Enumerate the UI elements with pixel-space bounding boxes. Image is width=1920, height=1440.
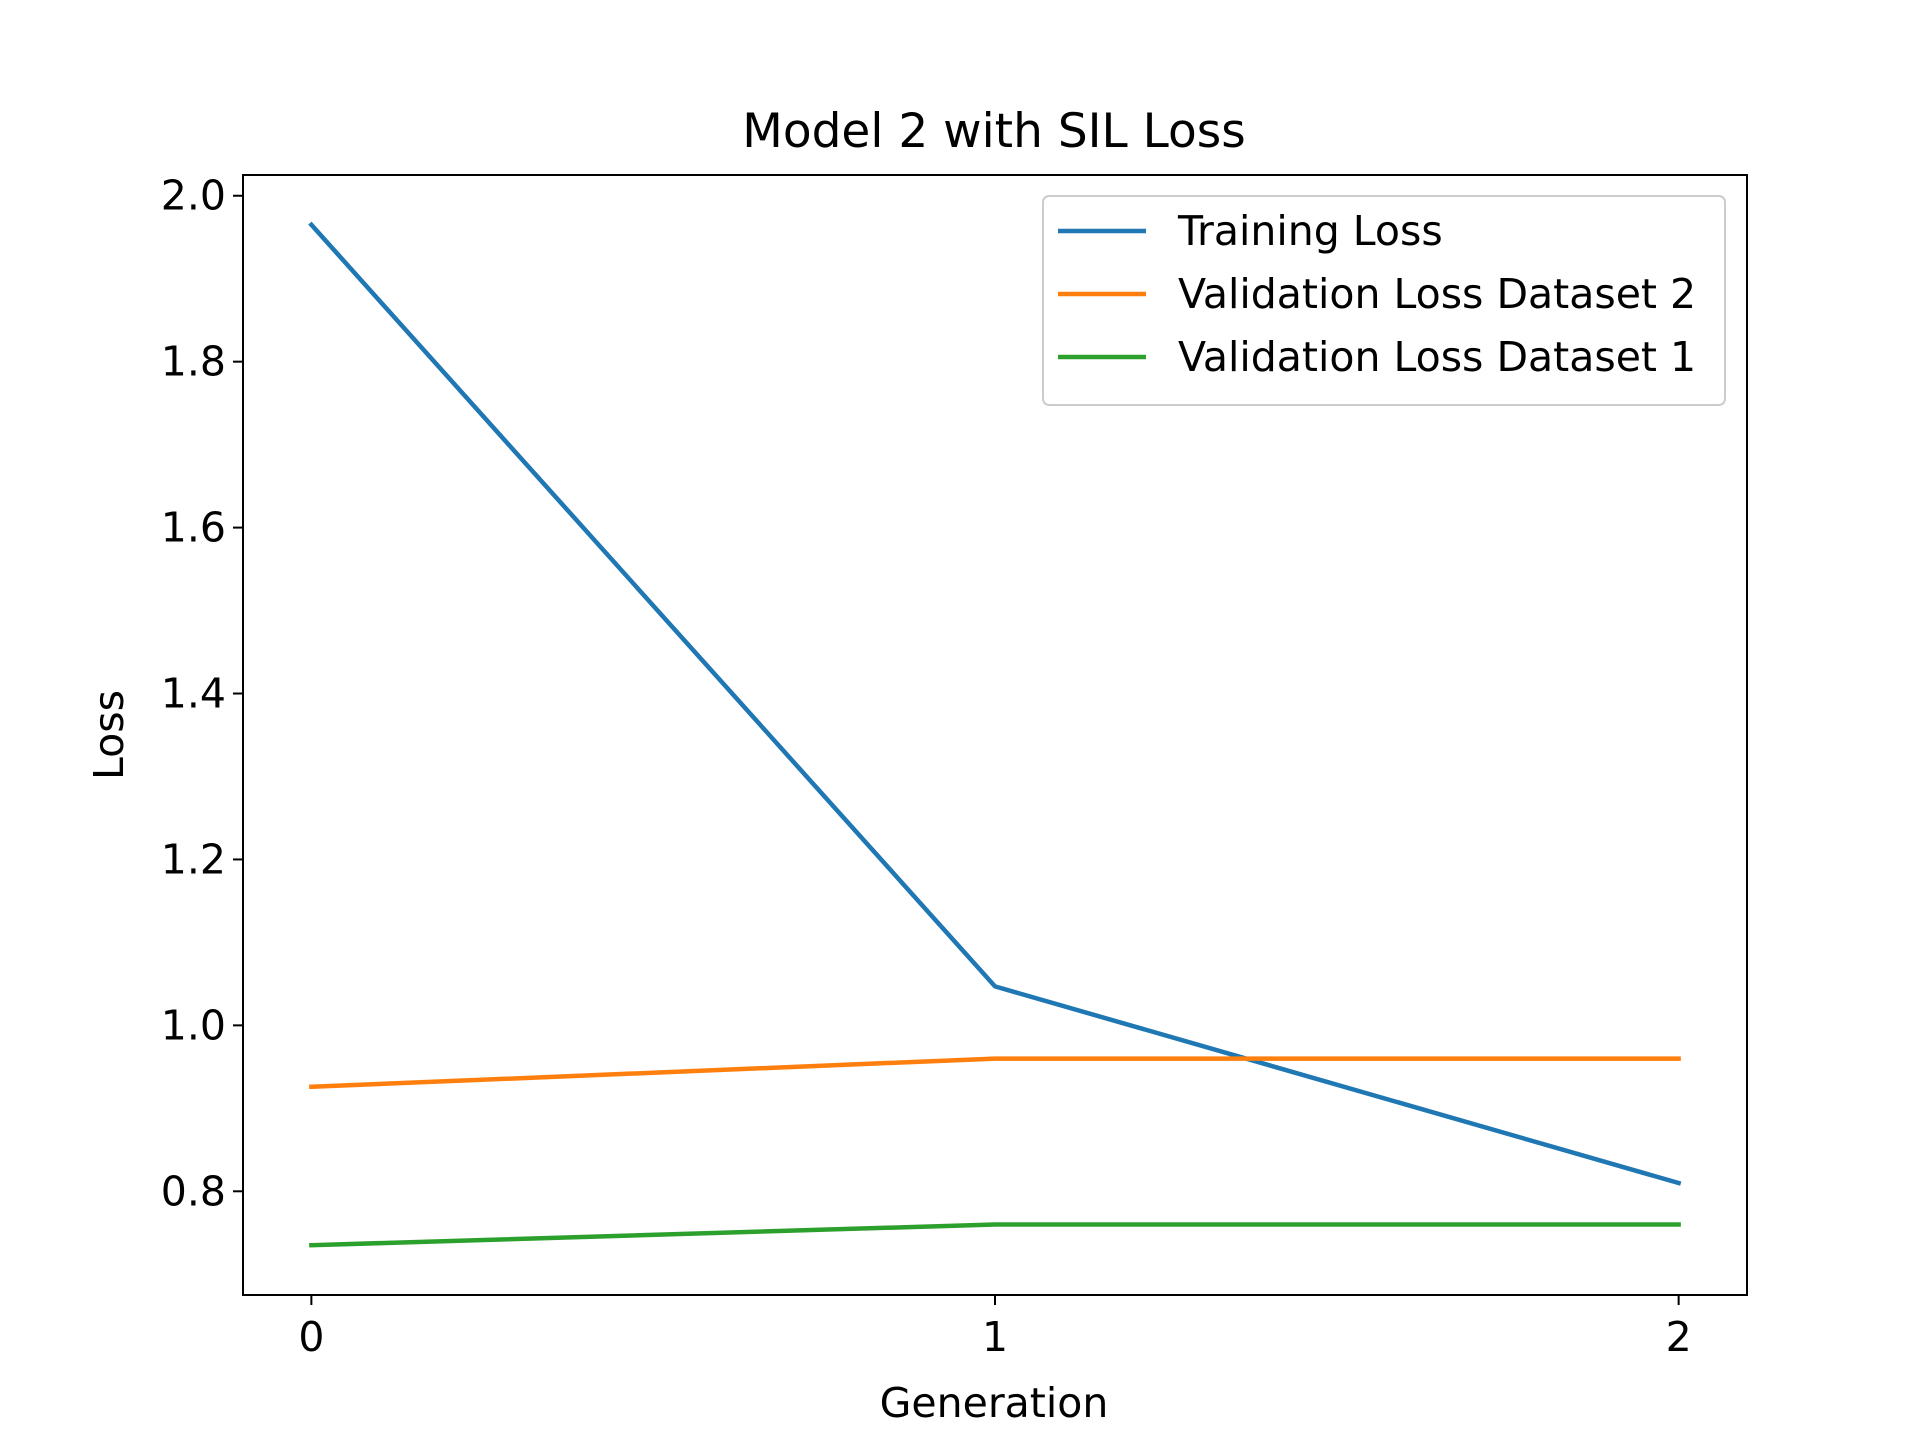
legend-label-2: Validation Loss Dataset 2 xyxy=(1178,270,1696,318)
legend-box xyxy=(1042,195,1726,406)
y-tick-label: 2.0 xyxy=(161,172,226,220)
y-tick-label: 1.6 xyxy=(161,504,226,552)
axis-ticks: 0 1 2 0.8 1.0 1.2 1.4 1.6 1.8 2.0 xyxy=(161,172,1692,1361)
x-tick-label: 0 xyxy=(298,1313,324,1361)
legend-label-1: Training Loss xyxy=(1177,207,1443,255)
series-line-3 xyxy=(309,1222,1681,1248)
y-tick-label: 1.2 xyxy=(161,835,226,883)
y-axis-label: Loss xyxy=(85,690,133,780)
legend: Training Loss Validation Loss Dataset 2 Va… xyxy=(1042,195,1726,406)
y-tick-label: 1.0 xyxy=(161,1001,226,1049)
series-line-1 xyxy=(308,221,1682,1186)
chart-title: Model 2 with SIL Loss xyxy=(742,104,1245,159)
y-tick-label: 1.8 xyxy=(161,338,226,386)
series-line-2 xyxy=(309,1056,1681,1090)
x-axis-label: Generation xyxy=(880,1379,1109,1427)
x-tick-label: 1 xyxy=(982,1313,1008,1361)
x-tick-label: 2 xyxy=(1666,1313,1692,1361)
y-tick-label: 0.8 xyxy=(161,1167,226,1215)
legend-label-3: Validation Loss Dataset 1 xyxy=(1178,333,1696,381)
y-tick-label: 1.4 xyxy=(161,670,226,718)
plot-area xyxy=(308,221,1682,1248)
